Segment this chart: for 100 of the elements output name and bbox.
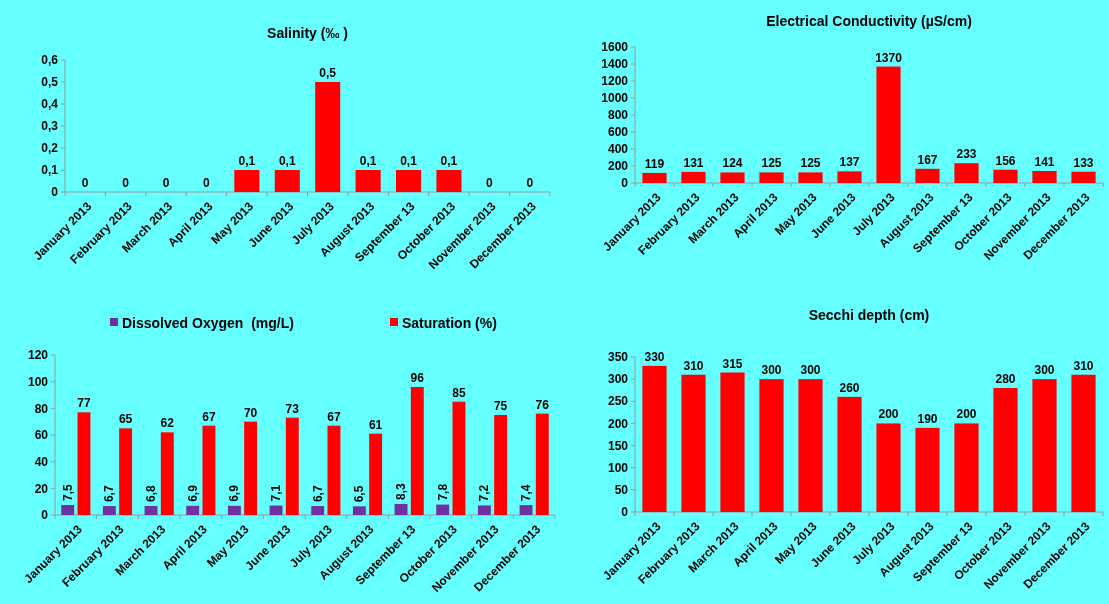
data-label: 167	[917, 152, 938, 167]
bar	[327, 425, 341, 515]
bar	[759, 379, 784, 512]
bar	[876, 66, 901, 183]
y-tick-label: 1400	[601, 57, 629, 72]
bar	[993, 169, 1018, 183]
y-tick-label: 120	[27, 348, 49, 363]
data-label: 0	[81, 176, 89, 190]
data-label: 330	[644, 349, 665, 364]
data-label: 1370	[875, 50, 903, 65]
data-label: 0	[526, 176, 534, 190]
data-label: 310	[683, 358, 704, 373]
y-tick-label: 40	[34, 454, 49, 469]
data-label: 133	[1073, 155, 1094, 170]
y-tick-label: 0	[621, 505, 629, 520]
bar	[954, 163, 979, 183]
data-label: 300	[800, 363, 821, 378]
y-tick-label: 400	[607, 142, 629, 157]
data-label: 6,7	[102, 485, 117, 503]
bar	[876, 423, 901, 512]
chart-title: Electrical Conductivity (µS/cm)	[766, 13, 972, 29]
bar	[642, 365, 667, 512]
data-label: 0,1	[440, 154, 458, 168]
y-tick-label: 0,6	[41, 53, 59, 68]
legend-label: Dissolved Oxygen (mg/L)	[122, 315, 294, 332]
bar	[61, 505, 75, 515]
data-label: 0,1	[278, 154, 296, 168]
bar	[269, 505, 283, 515]
y-tick-label: 50	[614, 483, 629, 498]
bar	[227, 505, 241, 515]
data-label: 75	[493, 399, 508, 413]
y-tick-label: 200	[607, 416, 629, 431]
bar	[681, 374, 706, 512]
bar	[244, 421, 258, 515]
data-label: 300	[761, 363, 782, 378]
data-label: 233	[956, 147, 977, 162]
data-label: 0,1	[359, 154, 377, 168]
data-label: 6,9	[185, 484, 200, 502]
bar	[798, 172, 823, 183]
bar	[410, 387, 424, 515]
data-label: 7,2	[477, 484, 492, 502]
bar	[642, 172, 667, 183]
y-tick-label: 350	[607, 350, 629, 365]
y-tick-label: 0,5	[41, 75, 59, 90]
y-tick-label: 80	[34, 401, 49, 416]
data-label: 125	[761, 156, 782, 171]
y-tick-label: 800	[607, 108, 629, 123]
bar	[720, 372, 745, 512]
y-tick-label: 1000	[601, 91, 629, 106]
bar	[494, 415, 508, 515]
bar	[285, 417, 299, 515]
chart-title: Salinity (‰ )	[267, 25, 348, 41]
bar	[369, 433, 383, 515]
data-label: 73	[285, 401, 300, 416]
y-tick-label: 60	[34, 428, 49, 443]
data-label: 7,4	[519, 484, 534, 502]
data-label: 77	[77, 396, 91, 411]
y-tick-label: 600	[607, 125, 629, 140]
bar	[119, 428, 133, 515]
data-label: 315	[722, 356, 743, 371]
data-label: 200	[956, 407, 977, 422]
bar	[1071, 374, 1096, 512]
bar	[160, 432, 174, 515]
bar	[915, 168, 940, 183]
data-label: 6,7	[310, 485, 325, 503]
data-label: 0	[122, 176, 130, 190]
y-tick-label: 20	[34, 481, 49, 496]
data-label: 119	[644, 156, 665, 171]
y-tick-label: 0,3	[41, 119, 59, 134]
data-label: 310	[1073, 358, 1094, 373]
y-tick-label: 150	[607, 438, 629, 453]
data-label: 0	[203, 176, 211, 190]
bar	[681, 171, 706, 183]
legend-label: Saturation (%)	[402, 315, 497, 332]
data-label: 141	[1034, 155, 1055, 170]
data-label: 65	[118, 412, 133, 427]
data-label: 67	[327, 409, 341, 424]
data-label: 7,8	[435, 483, 450, 501]
y-tick-label: 100	[607, 460, 629, 475]
data-label: 61	[368, 417, 383, 432]
data-label: 137	[839, 155, 860, 170]
data-label: 7,5	[60, 483, 75, 501]
chart-title: Secchi depth (cm)	[808, 307, 930, 323]
bar	[436, 504, 450, 515]
data-label: 96	[410, 371, 425, 385]
bar	[720, 172, 745, 183]
bar	[993, 388, 1018, 512]
bar	[77, 412, 91, 515]
bar	[202, 425, 216, 515]
y-tick-label: 0,1	[41, 163, 59, 178]
data-label: 6,8	[144, 484, 159, 502]
bar	[837, 171, 862, 183]
bar	[352, 506, 366, 515]
data-label: 0,5	[319, 66, 337, 80]
data-label: 67	[202, 409, 216, 424]
data-label: 0,1	[400, 154, 418, 168]
data-label: 6,5	[352, 485, 367, 503]
bar	[102, 506, 116, 515]
bar	[1032, 171, 1057, 183]
data-label: 124	[722, 156, 743, 171]
